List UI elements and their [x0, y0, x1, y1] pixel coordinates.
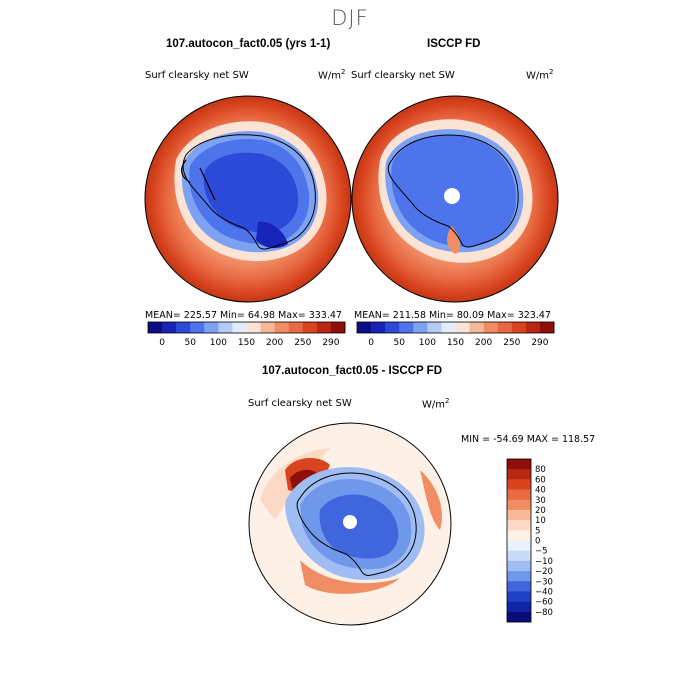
- cb3-swatch-15: [507, 611, 531, 623]
- map2-field: [352, 96, 558, 302]
- cb3-frame: [506, 458, 532, 623]
- cb3-swatch-4: [507, 499, 531, 511]
- cb2-swatch-4: [413, 322, 428, 333]
- cb2-swatch-8: [469, 322, 484, 333]
- cb2-swatch-10: [497, 322, 513, 333]
- cb3-tick-label: 30: [535, 496, 546, 506]
- cb1-tick-label: 150: [238, 338, 255, 348]
- cb1-tick-label: 0: [159, 338, 165, 348]
- cb3-tick-label: 40: [535, 486, 546, 496]
- cb3-tick-label: −20: [535, 567, 553, 577]
- panel2-stats: MEAN= 211.58 Min= 80.09 Max= 323.47: [354, 310, 551, 321]
- cb3-tick-label: 10: [535, 516, 546, 526]
- cb2-tick-label: 250: [503, 338, 520, 348]
- cb3-swatch-11: [507, 571, 531, 582]
- cb1-swatch-10: [288, 322, 304, 333]
- cb1-swatch-9: [274, 322, 290, 333]
- cb1-swatch-12: [316, 322, 332, 333]
- cb3-swatch-1: [507, 469, 531, 480]
- cb3-swatch-14: [507, 601, 531, 613]
- cb3-tick-label: −30: [535, 577, 553, 587]
- cb3-tick-label: −5: [535, 547, 548, 557]
- cb1-swatch-1: [162, 322, 177, 333]
- panel2-colorbar: 050100150200250290330: [356, 321, 555, 348]
- season-title: DJF: [331, 6, 369, 30]
- panel1-stats: MEAN= 225.57 Min= 64.98 Max= 333.47: [145, 310, 342, 321]
- cb3-swatch-2: [507, 479, 531, 490]
- panel1-title: 107.autocon_fact0.05 (yrs 1-1): [166, 38, 331, 50]
- cb1-tick-label: 200: [266, 338, 283, 348]
- panel3-units-label: W/m2: [422, 397, 450, 411]
- cb3-tick-label: 20: [535, 506, 546, 516]
- cb2-frame: [356, 321, 555, 334]
- cb2-swatch-11: [511, 322, 527, 333]
- cb3-tick-label: 0: [535, 537, 540, 547]
- cb2-swatch-3: [399, 322, 414, 333]
- cb1-swatch-2: [176, 322, 191, 333]
- cb3-tick-label: −10: [535, 557, 553, 567]
- cb3-swatch-9: [507, 550, 531, 562]
- cb3-swatch-6: [507, 520, 531, 531]
- cb1-tick-label: 290: [322, 338, 339, 348]
- cb2-swatch-2: [385, 322, 400, 333]
- cb2-swatch-0: [357, 322, 372, 333]
- cb1-frame: [147, 321, 346, 334]
- cb3-swatch-8: [507, 540, 531, 551]
- cb2-tick-label: 290: [531, 338, 548, 348]
- cb1-tick-label: 50: [184, 338, 196, 348]
- cb3-swatch-10: [507, 560, 531, 572]
- cb3-swatch-3: [507, 489, 531, 501]
- cb2-swatch-6: [441, 322, 456, 333]
- panel2-title: ISCCP FD: [427, 38, 481, 50]
- cb2-tick-label: 200: [475, 338, 492, 348]
- cb1-tick-label: 250: [294, 338, 311, 348]
- cb2-tick-label: 100: [419, 338, 436, 348]
- cb2-tick-label: 150: [447, 338, 464, 348]
- cb3-swatch-13: [507, 591, 531, 602]
- cb1-swatch-3: [190, 322, 205, 333]
- panel1-variable-label: Surf clearsky net SW: [145, 70, 249, 81]
- cb1-swatch-4: [204, 322, 219, 333]
- cb2-swatch-9: [483, 322, 499, 333]
- panel3-stats: MIN = -54.69 MAX = 118.57: [461, 434, 596, 445]
- map3-border: [248, 422, 452, 626]
- cb3-swatch-7: [507, 530, 531, 541]
- cb2-swatch-13: [539, 322, 555, 333]
- cb1-swatch-6: [232, 322, 247, 333]
- panel3-variable-label: Surf clearsky net SW: [248, 398, 352, 409]
- map2-border: [351, 95, 559, 303]
- cb3-tick-label: −40: [535, 587, 553, 597]
- map1-border: [144, 95, 352, 303]
- cb3-swatch-0: [507, 459, 531, 470]
- cb3-tick-label: 60: [535, 475, 546, 485]
- cb3-tick-label: 5: [535, 526, 540, 536]
- cb1-tick-label: 100: [210, 338, 227, 348]
- panel2-variable-label: Surf clearsky net SW: [351, 70, 455, 81]
- cb1-swatch-0: [148, 322, 163, 333]
- cb2-swatch-5: [427, 322, 442, 333]
- cb1-swatch-13: [330, 322, 346, 333]
- panel1-units-label: W/m2: [318, 68, 346, 82]
- panel3-title: 107.autocon_fact0.05 - ISCCP FD: [262, 365, 443, 377]
- cb2-swatch-1: [371, 322, 386, 333]
- cb2-tick-label: 0: [368, 338, 374, 348]
- cb3-tick-label: −60: [535, 598, 553, 608]
- cb1-swatch-8: [260, 322, 275, 333]
- cb1-swatch-5: [218, 322, 233, 333]
- cb1-swatch-11: [302, 322, 318, 333]
- cb2-swatch-7: [455, 322, 470, 333]
- cb2-swatch-12: [525, 322, 541, 333]
- cb3-swatch-5: [507, 509, 531, 521]
- panel2-units-label: W/m2: [526, 68, 554, 82]
- cb3-swatch-12: [507, 581, 531, 592]
- cb3-tick-label: −80: [535, 608, 553, 618]
- cb2-tick-label: 50: [393, 338, 405, 348]
- map3-field: [249, 423, 451, 625]
- cb3-tick-label: 80: [535, 465, 546, 475]
- panel1-colorbar: 050100150200250290330: [147, 321, 346, 348]
- cb1-swatch-7: [246, 322, 261, 333]
